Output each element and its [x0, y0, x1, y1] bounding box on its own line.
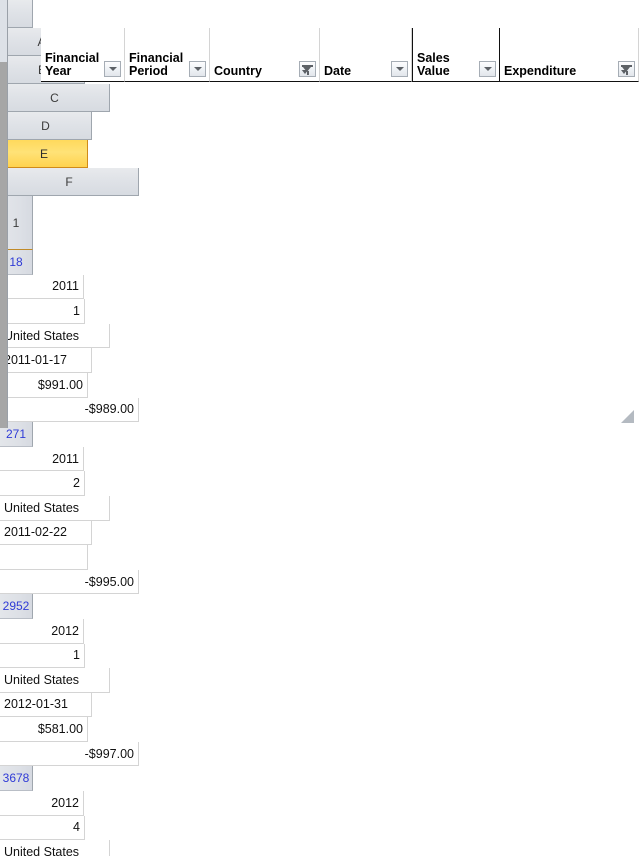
header-line-2: Period	[129, 64, 168, 78]
cell-date[interactable]: 2011-02-22	[0, 520, 92, 546]
column-header-label: E	[39, 146, 48, 161]
row-header-label: 2952	[2, 599, 30, 614]
dropdown-arrow-icon	[483, 67, 492, 71]
table-column-header-text: Expenditure	[504, 52, 612, 78]
header-line-2: Expenditure	[504, 64, 577, 78]
row-header-label: 3678	[2, 771, 30, 786]
row-header-label: 18	[9, 254, 23, 269]
cell-country[interactable]: United States	[0, 668, 110, 693]
header-line-2: Date	[324, 64, 352, 78]
cell-date[interactable]: 2011-01-17	[0, 348, 92, 373]
table-column-header-text: Date	[324, 52, 385, 78]
table-column-header-text: Financial Period	[129, 52, 183, 78]
header-line-1: Financial	[129, 51, 184, 65]
filter-funnel-icon	[302, 64, 313, 75]
cell-sales-value[interactable]: $581.00	[0, 717, 88, 742]
cell-financial-year[interactable]: 2012	[0, 791, 84, 816]
cell-expenditure[interactable]: -$997.00	[0, 741, 139, 767]
table-column-header-financial-period[interactable]: Financial Period	[125, 28, 210, 82]
header-line-2: Country	[214, 64, 262, 78]
row-header-label: 271	[5, 426, 27, 441]
row-header[interactable]: 2952	[0, 594, 33, 619]
dropdown-arrow-icon	[108, 67, 117, 71]
table-column-header-financial-year[interactable]: Financial Year	[41, 28, 125, 82]
cell-financial-period[interactable]: 4	[0, 815, 85, 841]
cell-date[interactable]: 2012-01-31	[0, 692, 92, 718]
frozen-pane-divider	[7, 0, 8, 428]
cell-financial-period[interactable]: 2	[0, 471, 85, 496]
cell-sales-value[interactable]	[0, 545, 88, 570]
cell-financial-year[interactable]: 2011	[0, 446, 84, 472]
row-header[interactable]: 3678	[0, 766, 33, 792]
header-line-2: Year	[45, 64, 72, 78]
column-header-label: F	[65, 174, 73, 189]
column-header-label: D	[41, 118, 50, 133]
header-line-1: Sales	[417, 51, 450, 65]
cell-country[interactable]: United States	[0, 495, 110, 521]
cell-sales-value[interactable]: $991.00	[0, 372, 88, 398]
table-column-header-text: Sales Value	[417, 52, 473, 78]
table-column-header-sales-value[interactable]: Sales Value	[412, 28, 500, 82]
filter-button-sales-value[interactable]	[479, 61, 496, 77]
cell-financial-period[interactable]: 1	[0, 299, 85, 324]
table-column-header-text: Country	[214, 52, 293, 78]
filter-button-financial-period[interactable]	[189, 61, 206, 77]
cell-expenditure[interactable]: -$989.00	[0, 397, 139, 423]
filter-button-date[interactable]	[391, 61, 408, 77]
column-header-label: C	[50, 90, 59, 105]
cell-country[interactable]: United States	[0, 323, 110, 349]
header-line-1: Financial	[45, 51, 100, 65]
filter-button-expenditure[interactable]	[618, 61, 635, 77]
cell-financial-year[interactable]: 2011	[0, 274, 84, 300]
header-line-2: Value	[417, 64, 450, 78]
cell-country[interactable]: United States	[0, 840, 110, 856]
select-all-triangle-icon	[621, 410, 634, 423]
cell-financial-period[interactable]: 1	[0, 643, 85, 669]
filter-button-country[interactable]	[299, 61, 316, 77]
row-header-label: 1	[12, 215, 20, 230]
dropdown-arrow-icon	[395, 67, 404, 71]
column-header-d[interactable]: D	[0, 112, 92, 140]
table-column-header-date[interactable]: Date	[320, 28, 412, 82]
filter-button-financial-year[interactable]	[104, 61, 121, 77]
frozen-pane-gutter-top	[0, 0, 8, 62]
cell-financial-year[interactable]: 2012	[0, 618, 84, 644]
cell-expenditure[interactable]: -$995.00	[0, 569, 139, 595]
column-header-c[interactable]: C	[0, 84, 110, 112]
table-column-header-expenditure[interactable]: Expenditure	[500, 28, 639, 82]
table-column-header-text: Financial Year	[45, 51, 100, 78]
dropdown-arrow-icon	[193, 67, 202, 71]
table-column-header-country[interactable]: Country	[210, 28, 320, 82]
column-header-e[interactable]: E	[0, 140, 88, 168]
column-header-f[interactable]: F	[0, 168, 139, 196]
frozen-pane-gutter	[0, 0, 8, 428]
filter-funnel-icon	[621, 64, 632, 75]
